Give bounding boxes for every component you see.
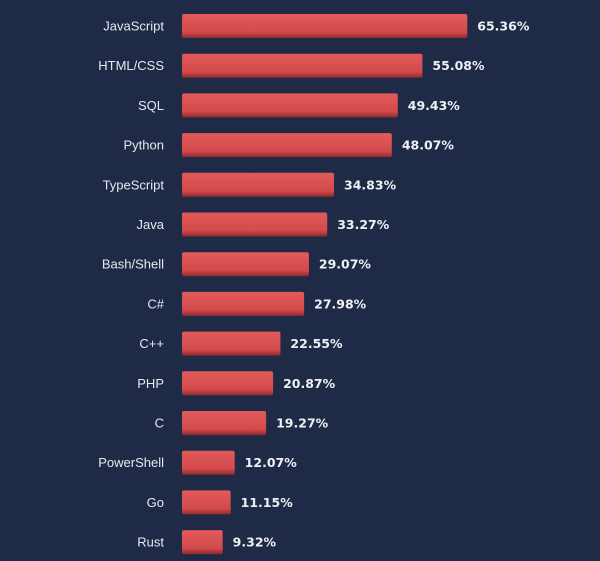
bar bbox=[182, 291, 305, 316]
value-label: 12.07% bbox=[245, 455, 298, 470]
value-label: 20.87% bbox=[283, 376, 336, 391]
value-label: 33.27% bbox=[337, 217, 390, 232]
bar bbox=[182, 252, 309, 277]
category-label: Bash/Shell bbox=[102, 257, 164, 272]
category-label: C# bbox=[147, 296, 164, 311]
value-label: 55.08% bbox=[432, 58, 485, 73]
bar bbox=[182, 212, 328, 237]
value-label: 27.98% bbox=[314, 296, 367, 311]
value-label: 49.43% bbox=[408, 98, 461, 113]
value-label: 48.07% bbox=[402, 138, 455, 153]
category-label: Java bbox=[137, 217, 165, 232]
bar bbox=[182, 450, 235, 475]
value-label: 11.15% bbox=[241, 495, 294, 510]
bar bbox=[182, 14, 468, 38]
bar bbox=[182, 93, 398, 118]
value-label: 22.55% bbox=[290, 336, 343, 351]
category-label: Python bbox=[124, 138, 164, 153]
category-label: Go bbox=[147, 495, 164, 510]
bar bbox=[182, 371, 274, 396]
bar bbox=[182, 172, 335, 197]
bar bbox=[182, 53, 423, 78]
category-label: TypeScript bbox=[103, 177, 165, 192]
bar bbox=[182, 530, 223, 555]
category-label: C bbox=[155, 416, 164, 431]
value-label: 65.36% bbox=[477, 19, 530, 34]
bar bbox=[182, 133, 392, 158]
value-label: 19.27% bbox=[276, 416, 329, 431]
category-label: HTML/CSS bbox=[98, 58, 164, 73]
category-label: SQL bbox=[138, 98, 164, 113]
value-label: 29.07% bbox=[319, 257, 372, 272]
category-label: PowerShell bbox=[98, 455, 164, 470]
category-label: JavaScript bbox=[103, 19, 164, 34]
bar bbox=[182, 331, 281, 356]
category-label: PHP bbox=[137, 376, 164, 391]
value-label: 34.83% bbox=[344, 177, 397, 192]
bar bbox=[182, 490, 231, 515]
category-label: C++ bbox=[139, 336, 164, 351]
value-label: 9.32% bbox=[233, 535, 277, 550]
category-label: Rust bbox=[137, 535, 164, 550]
bar bbox=[182, 411, 267, 435]
